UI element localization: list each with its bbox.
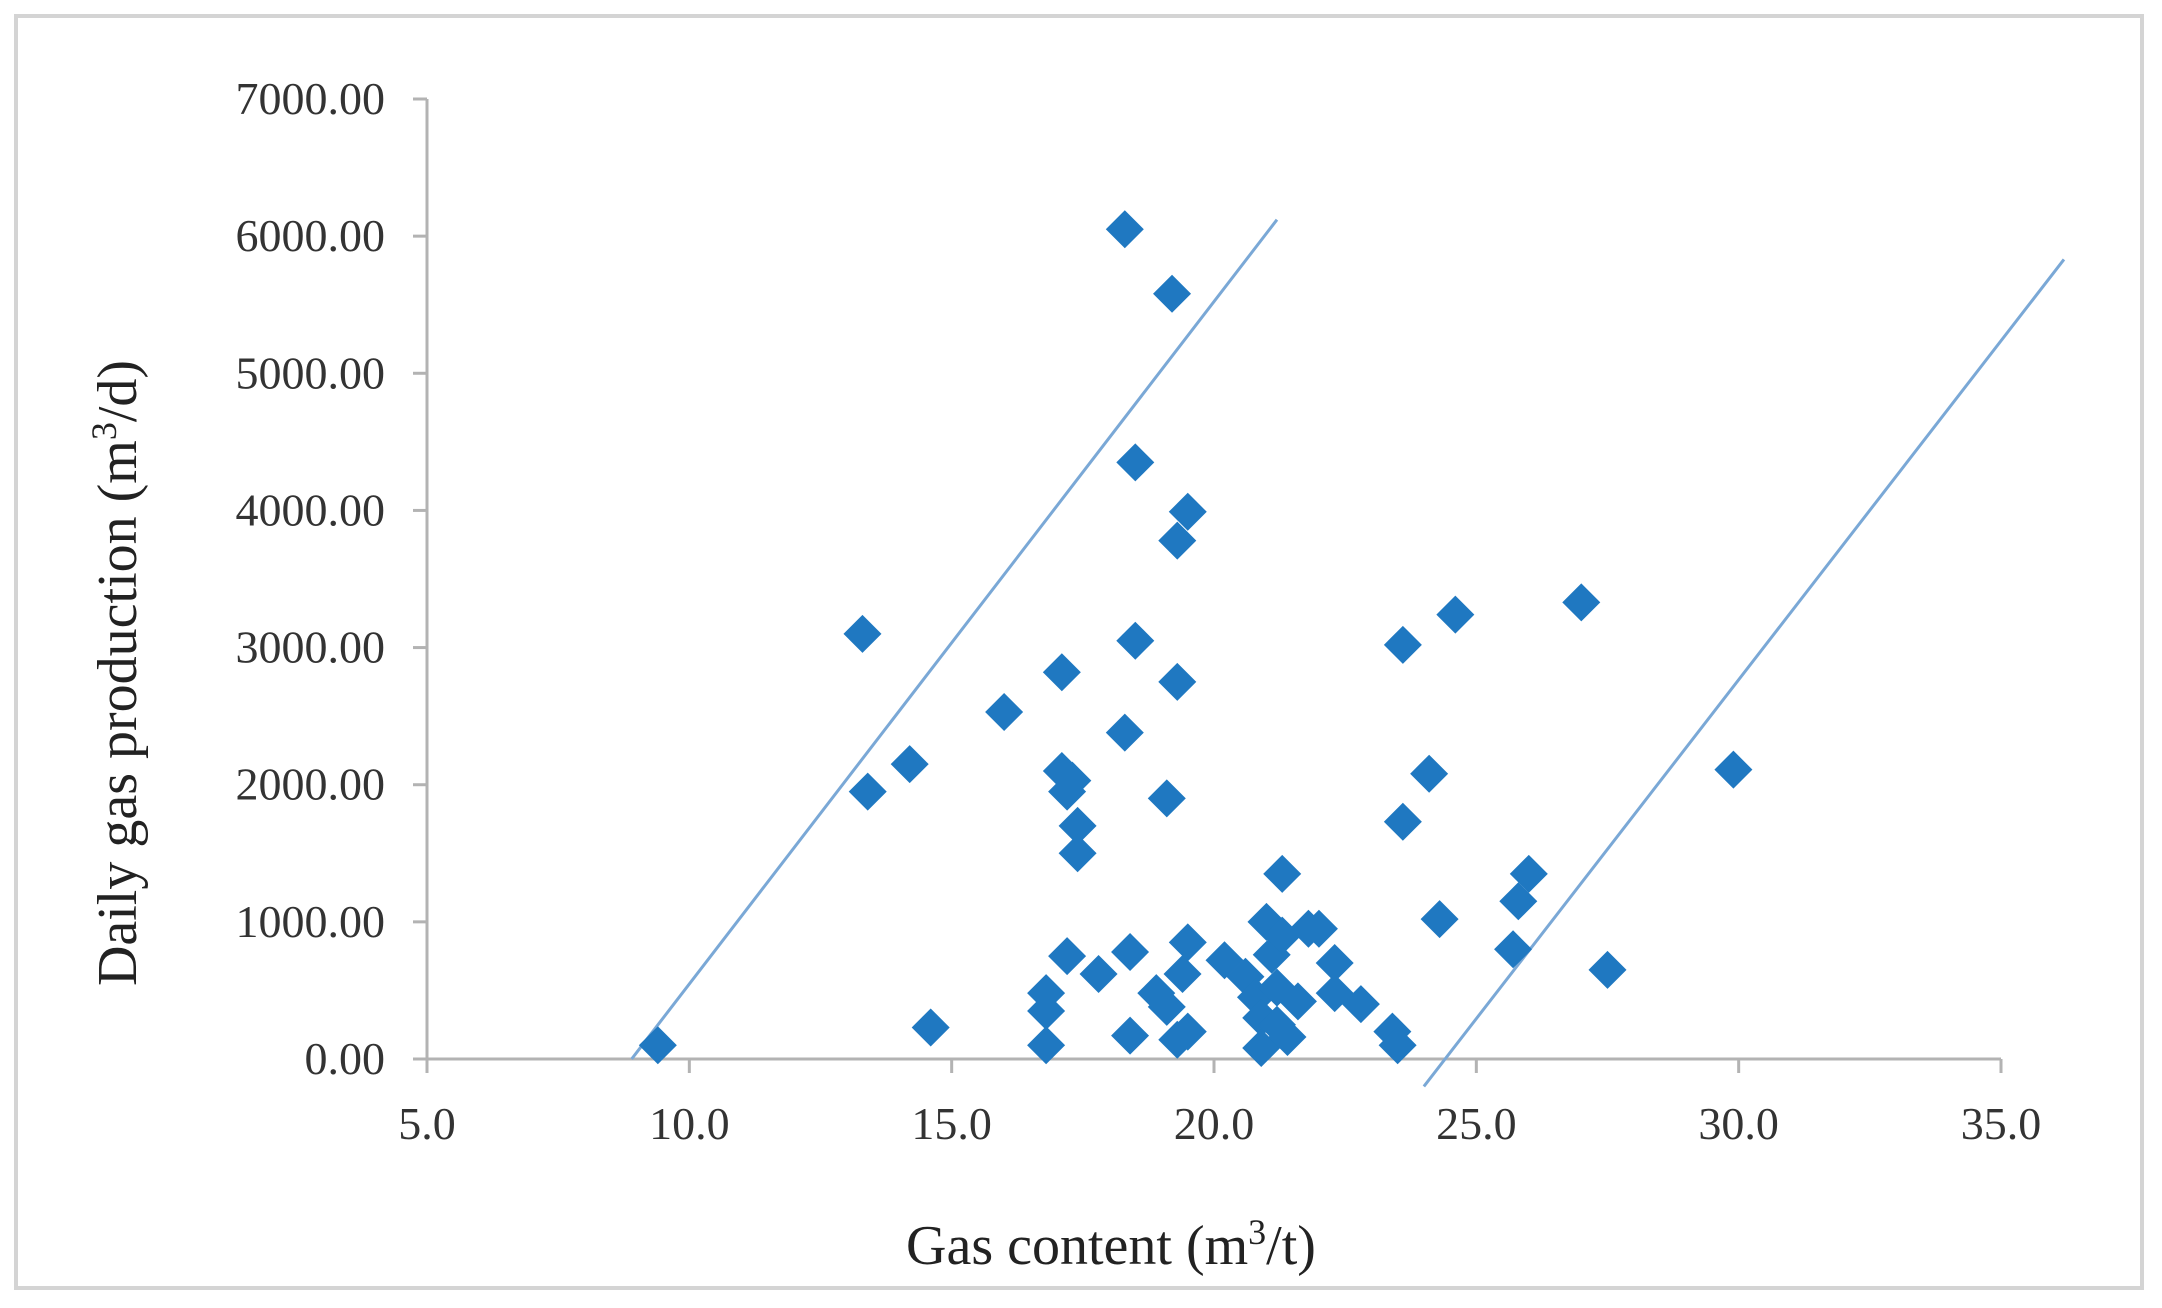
x-axis-title-prefix: Gas content (m xyxy=(906,1215,1248,1277)
y-axis-title-prefix: Daily gas production (m xyxy=(87,440,149,986)
data-point xyxy=(1263,916,1302,955)
data-point xyxy=(1299,909,1338,948)
data-point xyxy=(1163,954,1202,993)
data-point xyxy=(1079,954,1118,993)
x-axis-title: Gas content (m3/t) xyxy=(906,1212,1316,1277)
data-point xyxy=(1105,713,1144,752)
scatter-chart: 0.00 1000.00 2000.00 3000.00 4000.00 5000.00 6… xyxy=(84,73,2066,1277)
data-point xyxy=(1147,779,1186,818)
data-point xyxy=(1494,930,1533,969)
data-point xyxy=(1383,802,1422,841)
data-point xyxy=(1168,923,1207,962)
x-tick-label: 35.0 xyxy=(1961,1098,2042,1149)
data-point xyxy=(1341,985,1380,1024)
data-point xyxy=(1158,662,1197,701)
x-tick-label: 10.0 xyxy=(649,1098,730,1149)
y-tick-label: 5000.00 xyxy=(236,347,386,398)
y-axis-title-sup: 3 xyxy=(84,422,124,440)
y-tick-label: 0.00 xyxy=(305,1033,386,1084)
y-tick-label: 7000.00 xyxy=(236,73,386,124)
axes xyxy=(425,99,2001,1061)
data-point xyxy=(1116,621,1155,660)
data-point xyxy=(843,614,882,653)
x-tick-label: 5.0 xyxy=(398,1098,456,1149)
y-tick-label: 3000.00 xyxy=(236,622,386,673)
data-point xyxy=(890,745,929,784)
data-point xyxy=(1714,750,1753,789)
x-tick-label: 15.0 xyxy=(911,1098,992,1149)
data-point xyxy=(1116,443,1155,482)
data-point xyxy=(1383,625,1422,664)
y-tick-label: 2000.00 xyxy=(236,759,386,810)
data-point xyxy=(1111,1016,1150,1055)
data-point xyxy=(1410,754,1449,793)
data-point xyxy=(848,772,887,811)
y-tick-label: 1000.00 xyxy=(236,896,386,947)
data-point xyxy=(1153,274,1192,313)
boundary-lines xyxy=(630,218,2066,1088)
data-point xyxy=(1378,1026,1417,1065)
y-axis-title: Daily gas production (m3/d) xyxy=(84,360,149,986)
data-point xyxy=(985,693,1024,732)
data-point xyxy=(1027,1026,1066,1065)
data-point xyxy=(1147,987,1186,1026)
axis-ticks: 0.00 1000.00 2000.00 3000.00 4000.00 5000.00 6… xyxy=(236,73,2042,1149)
x-axis-title-suffix: /t) xyxy=(1266,1215,1316,1277)
data-point xyxy=(1420,900,1459,939)
data-points xyxy=(638,210,1753,1068)
data-point xyxy=(911,1008,950,1047)
y-axis-title-suffix: /d) xyxy=(87,360,149,422)
data-point xyxy=(1315,944,1354,982)
data-point xyxy=(1105,210,1144,249)
x-axis-title-sup: 3 xyxy=(1248,1212,1266,1252)
data-point xyxy=(1027,992,1066,1030)
data-point xyxy=(1058,806,1097,845)
boundary-line-2 xyxy=(1422,258,2066,1088)
data-point xyxy=(1111,933,1150,972)
data-point xyxy=(638,1026,677,1065)
data-point xyxy=(1263,854,1302,893)
data-point xyxy=(1042,653,1081,692)
data-point xyxy=(1562,583,1601,622)
data-point xyxy=(1053,761,1092,800)
y-tick-label: 4000.00 xyxy=(236,484,386,535)
data-point xyxy=(1168,1012,1207,1051)
data-point xyxy=(1278,982,1317,1021)
y-tick-label: 6000.00 xyxy=(236,210,386,261)
data-point xyxy=(1168,492,1207,531)
chart-frame: 0.00 1000.00 2000.00 3000.00 4000.00 5000.00 6… xyxy=(14,14,2144,1290)
data-point xyxy=(1436,595,1475,634)
x-tick-label: 20.0 xyxy=(1174,1098,1255,1149)
data-point xyxy=(1588,950,1627,989)
data-point xyxy=(1058,834,1097,873)
boundary-line-1 xyxy=(630,218,1279,1060)
data-point xyxy=(1242,998,1281,1037)
data-point xyxy=(1048,937,1087,976)
x-tick-label: 30.0 xyxy=(1698,1098,1779,1149)
data-point xyxy=(1158,521,1197,560)
data-point xyxy=(1509,854,1548,893)
data-point xyxy=(1268,1018,1307,1057)
x-tick-label: 25.0 xyxy=(1436,1098,1517,1149)
